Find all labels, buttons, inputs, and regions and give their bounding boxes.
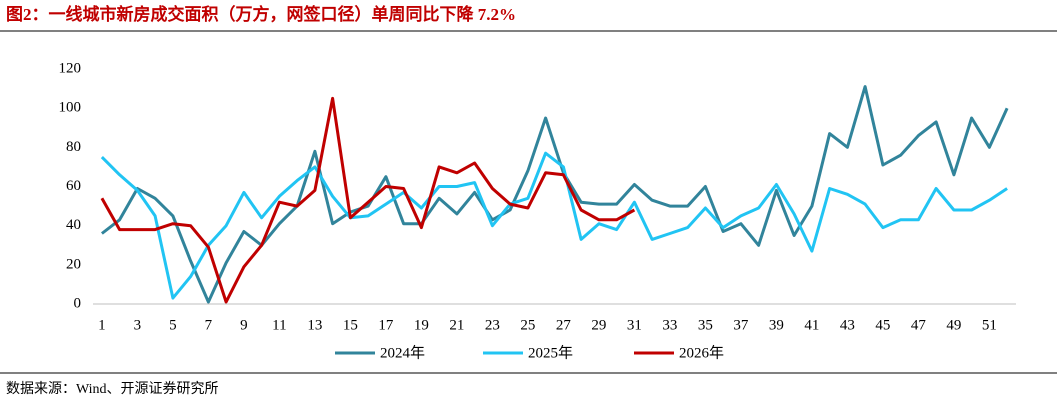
y-tick-label: 20 [66,256,81,272]
series-line [100,151,1008,300]
y-tick-label: 60 [66,178,81,194]
x-tick-label: 33 [662,317,677,333]
x-tick-label: 43 [840,317,855,333]
x-tick-label: 9 [240,317,248,333]
x-tick-label: 11 [272,317,286,333]
x-tick-label: 51 [982,317,997,333]
x-tick-label: 3 [134,317,142,333]
chart-title: 图2：一线城市新房成交面积（万方，网签口径）单周同比下降 7.2% [6,4,516,24]
y-tick-label: 100 [59,100,82,116]
x-tick-label: 45 [875,317,890,333]
legend-label: 2026年 [679,344,724,361]
series-line [100,85,1009,304]
x-tick-label: 27 [556,317,572,333]
x-tick-label: 35 [698,317,713,333]
x-tick-label: 7 [205,317,213,333]
x-tick-label: 17 [378,317,394,333]
x-tick-label: 47 [911,317,927,333]
x-tick-label: 19 [414,317,429,333]
x-tick-label: 31 [627,317,642,333]
x-tick-label: 39 [769,317,784,333]
source: 数据来源：Wind、开源证券研究所 [6,381,219,397]
x-tick-label: 15 [343,317,358,333]
x-tick-label: 1 [98,317,106,333]
x-tick-label: 49 [946,317,961,333]
legend-label: 2025年 [528,344,573,361]
y-tick-label: 120 [59,60,82,76]
x-tick-label: 5 [169,317,177,333]
x-tick-label: 37 [733,317,749,333]
series-line [100,96,636,304]
legend-label: 2024年 [380,344,425,361]
y-tick-label: 40 [66,217,81,233]
x-tick-label: 23 [485,317,500,333]
x-tick-label: 25 [520,317,535,333]
x-tick-label: 13 [307,317,322,333]
x-tick-label: 29 [591,317,606,333]
x-tick-label: 41 [804,317,819,333]
x-tick-label: 21 [449,317,464,333]
y-tick-label: 80 [66,139,81,155]
y-tick-label: 0 [74,295,82,311]
